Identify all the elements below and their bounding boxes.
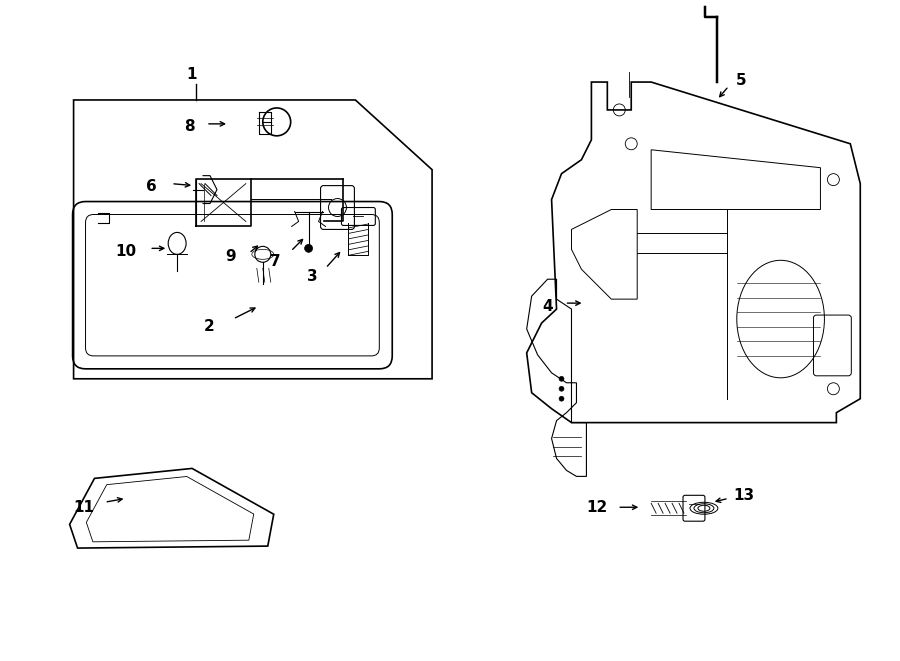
Text: 3: 3	[307, 269, 318, 284]
Text: 12: 12	[587, 500, 608, 515]
Text: 5: 5	[735, 73, 746, 87]
Text: 13: 13	[734, 488, 754, 503]
Text: 11: 11	[73, 500, 94, 515]
Text: 4: 4	[543, 299, 553, 313]
Circle shape	[559, 386, 564, 391]
Circle shape	[559, 396, 564, 401]
Circle shape	[304, 245, 312, 253]
Text: 6: 6	[146, 179, 157, 194]
Text: 7: 7	[270, 254, 281, 269]
Text: 10: 10	[116, 244, 137, 259]
Circle shape	[559, 376, 564, 381]
Text: 2: 2	[203, 319, 214, 334]
Text: 1: 1	[185, 67, 196, 81]
Text: 8: 8	[184, 120, 194, 134]
Text: 9: 9	[226, 249, 236, 264]
